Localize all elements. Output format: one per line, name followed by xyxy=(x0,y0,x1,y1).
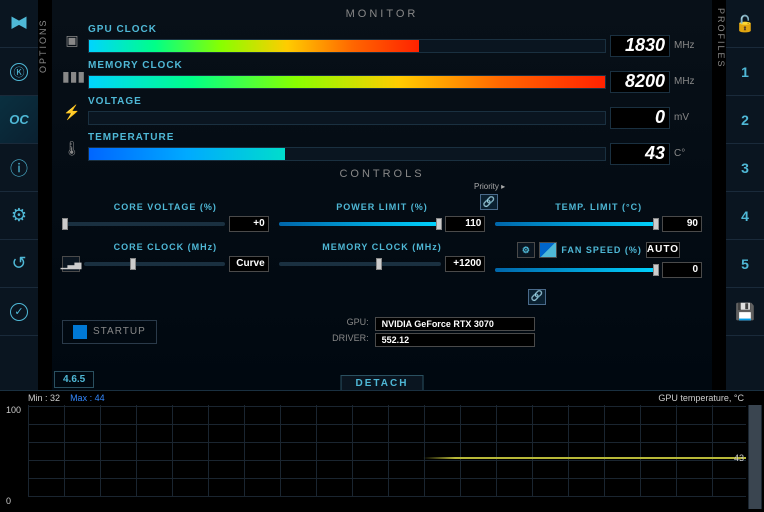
monitor-value-0: 1830 xyxy=(610,35,670,57)
monitor-label-0: GPU CLOCK xyxy=(88,24,702,35)
profile-5-tab[interactable]: 5 xyxy=(726,240,764,288)
controls-title: CONTROLS xyxy=(62,168,702,180)
settings-tab[interactable]: ⚙ xyxy=(0,192,38,240)
lock-tab[interactable]: 🔓 xyxy=(726,0,764,48)
fan-link-icon[interactable]: 🔗 xyxy=(528,289,546,305)
profiles-label: PROFILES xyxy=(712,0,726,69)
core-clock-label: CORE CLOCK (MHz) xyxy=(62,242,269,252)
graph-ymax: 100 xyxy=(6,405,21,415)
profile-1-tab[interactable]: 1 xyxy=(726,48,764,96)
left-sidebar: OPTIONS Ⓚ OC ⓘ ⚙ ↺ ✓ xyxy=(0,0,38,390)
monitor-label-3: TEMPERATURE xyxy=(88,132,702,143)
core-voltage-label: CORE VOLTAGE (%) xyxy=(62,202,269,212)
memory-clock-label: MEMORY CLOCK (MHz) xyxy=(279,242,486,252)
main-panel: MONITOR ▣ GPU CLOCK 1830 MHz ▮▮▮ MEMORY … xyxy=(52,0,712,390)
monitor-value-2: 0 xyxy=(610,107,670,129)
temp-limit-label: TEMP. LIMIT (°C) xyxy=(495,202,702,212)
temp-limit-slider[interactable] xyxy=(495,222,658,226)
apply-tab[interactable]: ✓ xyxy=(0,288,38,336)
core-clock-slider[interactable] xyxy=(84,262,225,266)
monitor-icon-1: ▮▮▮ xyxy=(62,68,82,85)
monitor-value-1: 8200 xyxy=(610,71,670,93)
link-power-temp-icon[interactable]: 🔗 xyxy=(480,194,498,210)
gpu-value: NVIDIA GeForce RTX 3070 xyxy=(375,317,535,331)
k-icon: Ⓚ xyxy=(10,63,28,81)
startup-label: STARTUP xyxy=(93,326,146,337)
graph-current-value: 43 xyxy=(734,453,744,463)
oc-icon: OC xyxy=(9,112,29,127)
driver-value: 552.12 xyxy=(375,333,535,347)
memory-clock-value[interactable]: +1200 xyxy=(445,256,485,272)
graph-ymin: 0 xyxy=(6,496,11,506)
graph-title: GPU temperature, °C xyxy=(658,393,744,403)
options-label: OPTIONS xyxy=(38,0,52,100)
graph-max-label: Max : 44 xyxy=(70,393,105,403)
lock-icon: 🔓 xyxy=(735,14,755,34)
monitor-icon-0: ▣ xyxy=(62,32,82,49)
info-tab[interactable]: ⓘ xyxy=(0,144,38,192)
save-tab[interactable]: 💾 xyxy=(726,288,764,336)
priority-label: Priority ▸ xyxy=(474,182,505,191)
core-voltage-slider[interactable] xyxy=(62,222,225,226)
apply-icon: ✓ xyxy=(10,303,28,321)
monitor-row-0: ▣ GPU CLOCK 1830 MHz xyxy=(62,24,702,56)
core-voltage-value[interactable]: +0 xyxy=(229,216,269,232)
fan-speed-label: FAN SPEED (%) xyxy=(561,245,642,255)
driver-label: DRIVER: xyxy=(332,333,369,347)
graph-panel: Min : 32 Max : 44 GPU temperature, °C 10… xyxy=(0,390,764,512)
power-limit-slider[interactable] xyxy=(279,222,442,226)
profile-2-tab[interactable]: 2 xyxy=(726,96,764,144)
graph-line xyxy=(423,457,746,459)
profile-4-tab[interactable]: 4 xyxy=(726,192,764,240)
monitor-bar-0 xyxy=(88,39,606,53)
fan-gear-icon[interactable]: ⚙ xyxy=(517,242,535,258)
monitor-row-2: ⚡ VOLTAGE 0 mV xyxy=(62,96,702,128)
monitor-unit-0: MHz xyxy=(674,40,702,51)
reset-icon: ↺ xyxy=(11,253,26,274)
right-sidebar: PROFILES 🔓 1 2 3 4 5 💾 xyxy=(726,0,764,390)
profile-3-tab[interactable]: 3 xyxy=(726,144,764,192)
monitor-title: MONITOR xyxy=(62,8,702,20)
fan-auto-button[interactable]: AUTO xyxy=(646,242,680,258)
monitor-row-3: 🌡 TEMPERATURE 43 C° xyxy=(62,132,702,164)
power-limit-value[interactable]: 110 xyxy=(445,216,485,232)
core-clock-value[interactable]: Curve xyxy=(229,256,269,272)
reset-tab[interactable]: ↺ xyxy=(0,240,38,288)
gpu-label: GPU: xyxy=(332,317,369,331)
core-clock-graph-icon[interactable]: ▁▃▅ xyxy=(62,256,80,272)
monitor-value-3: 43 xyxy=(610,143,670,165)
oc-tab[interactable]: OC xyxy=(0,96,38,144)
graph-min-label: Min : 32 xyxy=(28,393,60,403)
windows-icon xyxy=(73,325,87,339)
fan-speed-value[interactable]: 0 xyxy=(662,262,702,278)
save-icon: 💾 xyxy=(735,302,755,322)
k-tab[interactable]: Ⓚ xyxy=(0,48,38,96)
gear-icon: ⚙ xyxy=(11,205,27,226)
fan-speed-slider[interactable] xyxy=(495,268,658,272)
monitor-row-1: ▮▮▮ MEMORY CLOCK 8200 MHz xyxy=(62,60,702,92)
logo-tab[interactable] xyxy=(0,0,38,48)
graph-scrollbar[interactable] xyxy=(748,405,762,509)
monitor-unit-2: mV xyxy=(674,112,702,123)
monitor-label-2: VOLTAGE xyxy=(88,96,702,107)
info-icon: ⓘ xyxy=(10,155,28,181)
monitor-bar-2 xyxy=(88,111,606,125)
monitor-label-1: MEMORY CLOCK xyxy=(88,60,702,71)
graph-canvas[interactable]: 43 xyxy=(28,405,746,497)
monitor-bar-3 xyxy=(88,147,606,161)
monitor-icon-2: ⚡ xyxy=(62,104,82,121)
monitor-bar-1 xyxy=(88,75,606,89)
detach-button[interactable]: DETACH xyxy=(341,375,424,391)
memory-clock-slider[interactable] xyxy=(279,262,442,266)
monitor-icon-3: 🌡 xyxy=(62,140,82,157)
version-label: 4.6.5 xyxy=(54,371,94,388)
fan-curve-icon[interactable] xyxy=(539,242,557,258)
monitor-unit-1: MHz xyxy=(674,76,702,87)
power-limit-label: POWER LIMIT (%) xyxy=(279,202,486,212)
temp-limit-value[interactable]: 90 xyxy=(662,216,702,232)
monitor-unit-3: C° xyxy=(674,148,702,159)
startup-button[interactable]: STARTUP xyxy=(62,320,157,344)
